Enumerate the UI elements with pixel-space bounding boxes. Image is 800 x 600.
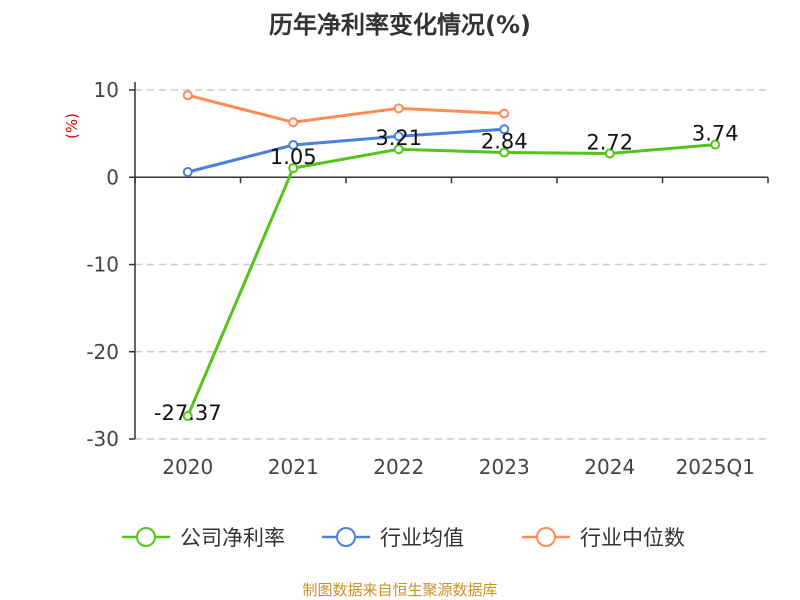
data-label: -27.37 [154, 401, 222, 425]
legend-label: 公司净利率 [180, 526, 285, 550]
source-footer: 制图数据来自恒生聚源数据库 [302, 581, 497, 599]
series-line [186, 143, 716, 417]
legend-item[interactable]: 公司净利率 [122, 526, 285, 550]
data-point[interactable] [499, 124, 510, 135]
data-point[interactable] [499, 108, 510, 119]
chart-title: 历年净利率变化情况(%) [269, 11, 531, 39]
legend-circle-icon [336, 527, 356, 547]
data-point[interactable] [604, 148, 615, 159]
data-label: 2.72 [586, 131, 633, 155]
data-point[interactable] [182, 167, 193, 178]
x-tick-label: 2023 [479, 455, 530, 479]
data-point[interactable] [499, 147, 510, 158]
legend-item[interactable]: 行业中位数 [522, 526, 685, 550]
y-tick-label: -30 [86, 427, 119, 451]
legend-item[interactable]: 行业均值 [322, 526, 464, 550]
x-tick-label: 2024 [584, 455, 635, 479]
legend-label: 行业均值 [380, 526, 464, 550]
data-label: 2.84 [481, 129, 528, 153]
data-label: 1.05 [270, 145, 317, 169]
legend-label: 行业中位数 [580, 526, 685, 550]
y-tick-label: -20 [86, 340, 119, 364]
data-label: 3.21 [375, 126, 422, 150]
legend-circle-icon [136, 527, 156, 547]
x-tick-label: 2020 [162, 455, 213, 479]
data-point[interactable] [288, 117, 299, 128]
series-line [187, 93, 505, 124]
series-line [187, 127, 505, 174]
data-point[interactable] [393, 144, 404, 155]
y-tick-label: 0 [106, 165, 119, 189]
x-tick-label: 2025Q1 [676, 455, 755, 479]
x-tick-label: 2022 [373, 455, 424, 479]
data-point[interactable] [288, 139, 299, 150]
data-point[interactable] [710, 139, 721, 150]
data-point[interactable] [182, 411, 193, 422]
y-tick-label: 10 [94, 78, 119, 102]
y-tick-label: -10 [86, 253, 119, 277]
data-point[interactable] [393, 103, 404, 114]
data-point[interactable] [288, 163, 299, 174]
x-tick-label: 2021 [268, 455, 319, 479]
data-label: 3.74 [692, 122, 739, 146]
data-point[interactable] [182, 90, 193, 101]
data-point[interactable] [393, 131, 404, 142]
legend-circle-icon [536, 527, 556, 547]
y-axis-label: (%) [63, 113, 81, 139]
